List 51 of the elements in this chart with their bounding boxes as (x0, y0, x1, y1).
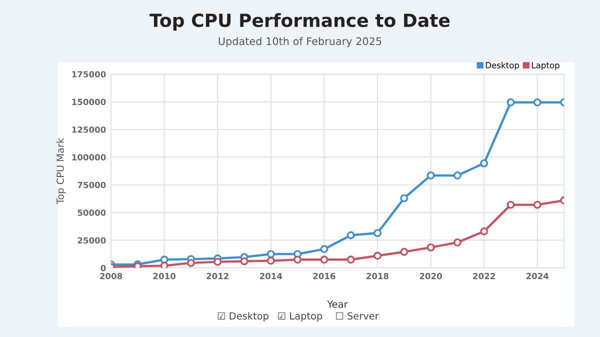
point (346, 231, 355, 240)
y-tick-label: 75000 (78, 182, 106, 188)
point (294, 256, 302, 264)
point (453, 238, 462, 246)
x-axis-title: Year (327, 300, 348, 308)
point (426, 171, 435, 180)
y-tick-label: 175000 (72, 71, 106, 78)
chart-title: Top CPU Performance to Date (150, 13, 450, 31)
y-tick-label: 50000 (78, 210, 106, 216)
point (453, 171, 462, 180)
chart-subtitle: Updated 10th of February 2025 (218, 37, 382, 48)
text: ☐ Server (336, 312, 379, 320)
text: ☑ Desktop (218, 312, 268, 322)
x-tick-label: 2012 (206, 272, 228, 280)
point (533, 98, 542, 106)
y-tick-label: 100000 (72, 154, 106, 160)
point (400, 248, 408, 256)
x-tick-label: 2010 (153, 272, 176, 280)
y-tick-label: 150000 (72, 98, 106, 106)
point (186, 258, 195, 267)
point (320, 256, 328, 264)
x-tick-label: 2016 (313, 272, 336, 280)
x-tick-label: 2018 (366, 272, 389, 280)
y-tick-label: 125000 (72, 126, 106, 133)
point (400, 194, 408, 202)
point (320, 245, 328, 254)
x-tick-label: 2014 (260, 272, 282, 280)
point (506, 98, 515, 106)
point (374, 252, 382, 260)
point (480, 227, 488, 236)
y-tick-label: 25000 (78, 237, 106, 244)
x-tick-label: 2020 (420, 272, 442, 280)
y-axis-title: Top CPU Mark (56, 138, 66, 204)
point (480, 159, 488, 168)
x-tick-label: 2022 (473, 272, 495, 280)
legend-label: Desktop (486, 62, 520, 70)
text: ☑ Laptop (278, 312, 322, 322)
x-tick-label: 2008 (100, 272, 122, 280)
point (506, 200, 515, 209)
point (266, 250, 275, 258)
point (426, 243, 435, 252)
point (240, 257, 248, 266)
point (346, 256, 355, 264)
point (160, 262, 168, 268)
point (266, 256, 275, 265)
x-tick-label: 2024 (526, 272, 549, 280)
point (214, 258, 222, 266)
point (374, 229, 382, 237)
legend-label: Laptop (532, 62, 560, 70)
point (533, 200, 542, 209)
y-tick-label: 0 (100, 264, 106, 272)
